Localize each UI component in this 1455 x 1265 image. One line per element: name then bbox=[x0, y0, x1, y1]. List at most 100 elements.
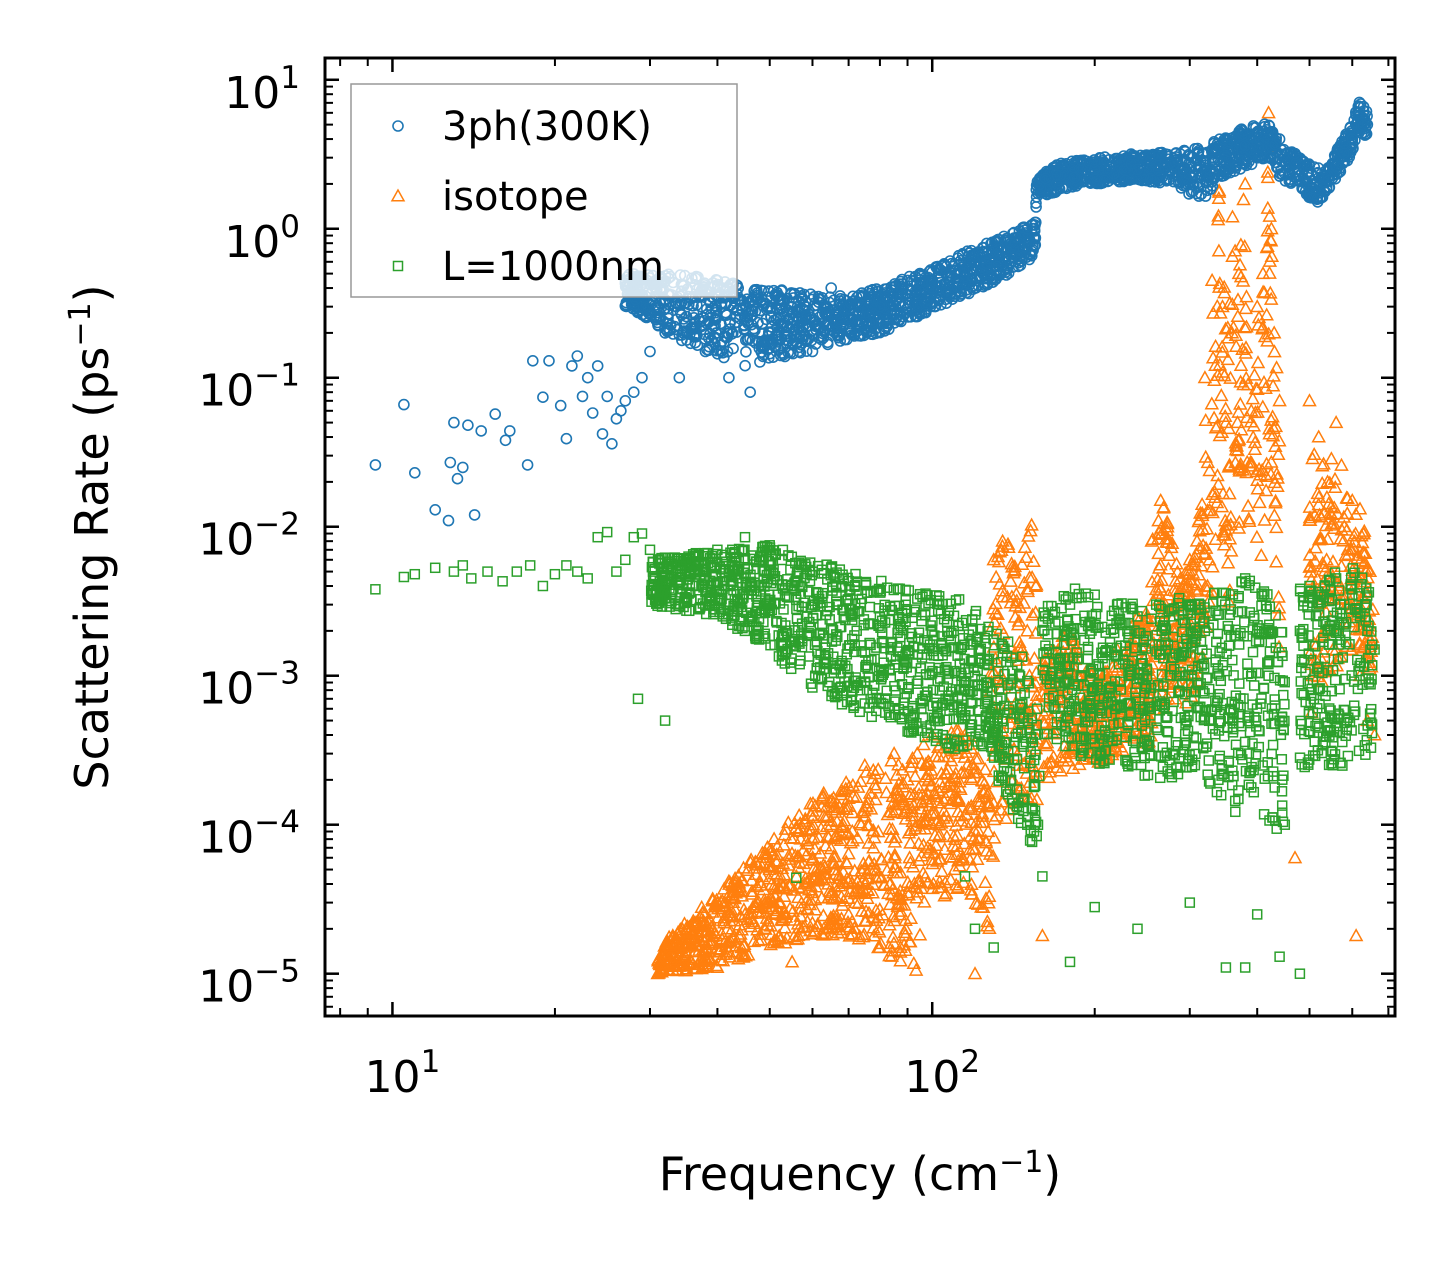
l-1000nm-point bbox=[873, 670, 885, 682]
l-1000nm-point bbox=[917, 712, 929, 723]
isotope-point bbox=[1062, 746, 1078, 760]
isotope-point bbox=[920, 787, 936, 801]
l-1000nm-point bbox=[1155, 696, 1166, 707]
l-1000nm-point bbox=[1327, 664, 1339, 676]
isotope-point bbox=[884, 753, 899, 767]
isotope-point bbox=[896, 937, 912, 951]
isotope-point bbox=[749, 879, 765, 893]
l-1000nm-point bbox=[713, 586, 725, 598]
l-1000nm-point bbox=[972, 736, 983, 747]
l-1000nm-point bbox=[906, 727, 917, 738]
isotope-point bbox=[1229, 438, 1244, 452]
isotope-point bbox=[896, 793, 911, 807]
isotope-point bbox=[936, 792, 951, 806]
isotope-point bbox=[671, 958, 686, 972]
isotope-point bbox=[1268, 438, 1283, 452]
isotope-point bbox=[986, 830, 1002, 844]
l-1000nm-point bbox=[751, 556, 762, 567]
l-1000nm-point bbox=[1330, 573, 1342, 584]
l-1000nm-point bbox=[770, 549, 781, 561]
l-1000nm-point bbox=[511, 566, 523, 577]
isotope-point bbox=[752, 855, 768, 869]
l-1000nm-point bbox=[811, 586, 822, 598]
isotope-point bbox=[885, 929, 901, 943]
isotope-point bbox=[1327, 500, 1342, 514]
l-1000nm-point bbox=[905, 628, 917, 639]
isotope-point bbox=[943, 872, 958, 886]
isotope-point bbox=[916, 737, 931, 751]
l-1000nm-point bbox=[811, 636, 823, 647]
l-1000nm-point bbox=[1251, 703, 1263, 714]
l-1000nm-point bbox=[1002, 636, 1014, 647]
isotope-point bbox=[1257, 512, 1272, 526]
l-1000nm-point bbox=[948, 702, 960, 713]
isotope-point bbox=[940, 813, 956, 828]
isotope-point bbox=[940, 761, 956, 775]
l-1000nm-point bbox=[1192, 702, 1204, 714]
isotope-point bbox=[849, 789, 864, 804]
isotope-point bbox=[902, 789, 917, 803]
isotope-point bbox=[839, 801, 854, 815]
l-1000nm-point bbox=[1161, 747, 1173, 759]
l-1000nm-point bbox=[1052, 653, 1064, 665]
isotope-point bbox=[842, 798, 857, 812]
isotope-point bbox=[975, 799, 990, 813]
isotope-point bbox=[932, 851, 948, 865]
isotope-point bbox=[977, 784, 993, 798]
l-1000nm-point bbox=[1219, 730, 1230, 742]
l-1000nm-point bbox=[999, 753, 1010, 765]
l-1000nm-point bbox=[737, 622, 748, 634]
l-1000nm-point bbox=[949, 665, 960, 677]
isotope-point bbox=[1362, 563, 1378, 578]
l-1000nm-point bbox=[1120, 755, 1131, 766]
l-1000nm-point bbox=[1251, 625, 1263, 637]
l-1000nm-point bbox=[1130, 687, 1141, 698]
l-1000nm-point bbox=[1264, 815, 1275, 826]
isotope-point bbox=[885, 943, 900, 957]
isotope-point bbox=[1225, 248, 1240, 263]
l-1000nm-point bbox=[927, 645, 939, 657]
isotope-point bbox=[1027, 650, 1042, 665]
l-1000nm-point bbox=[1227, 715, 1238, 726]
l-1000nm-point bbox=[1203, 715, 1215, 727]
isotope-point bbox=[1348, 928, 1364, 942]
l-1000nm-point bbox=[999, 668, 1010, 680]
isotope-point bbox=[1223, 543, 1239, 557]
isotope-point bbox=[1039, 738, 1054, 752]
l-1000nm-point bbox=[1071, 592, 1082, 604]
l-1000nm-point bbox=[1227, 765, 1238, 776]
isotope-point bbox=[1018, 549, 1034, 564]
isotope-point bbox=[841, 790, 856, 805]
isotope-point bbox=[895, 775, 911, 789]
isotope-point bbox=[685, 928, 701, 943]
l-1000nm-point bbox=[1063, 732, 1074, 743]
l-1000nm-point bbox=[797, 581, 808, 593]
l-1000nm-point bbox=[657, 574, 669, 586]
l-1000nm-point bbox=[1276, 627, 1288, 638]
l-1000nm-point bbox=[1002, 707, 1013, 718]
isotope-point bbox=[904, 754, 920, 769]
isotope-point bbox=[1217, 408, 1233, 423]
l-1000nm-point bbox=[1100, 627, 1111, 638]
l-1000nm-point bbox=[808, 613, 819, 624]
isotope-point bbox=[841, 907, 856, 921]
l-1000nm-point bbox=[1005, 774, 1017, 786]
isotope-point bbox=[919, 791, 934, 805]
isotope-point bbox=[986, 552, 1001, 566]
isotope-point bbox=[1020, 623, 1035, 637]
l-1000nm-point bbox=[981, 655, 993, 666]
isotope-point bbox=[834, 782, 849, 796]
l-1000nm-point bbox=[920, 669, 932, 680]
isotope-point bbox=[1232, 463, 1247, 477]
isotope-point bbox=[1153, 492, 1168, 507]
l-1000nm-point bbox=[1312, 619, 1323, 630]
l-1000nm-point bbox=[860, 661, 871, 673]
isotope-point bbox=[1022, 668, 1037, 682]
isotope-point bbox=[845, 833, 860, 847]
l-1000nm-point bbox=[1316, 589, 1327, 600]
isotope-point bbox=[822, 916, 837, 930]
isotope-point bbox=[963, 769, 978, 784]
l-1000nm-point bbox=[1349, 706, 1361, 717]
l-1000nm-point bbox=[876, 637, 888, 649]
l-1000nm-point bbox=[1304, 580, 1315, 592]
